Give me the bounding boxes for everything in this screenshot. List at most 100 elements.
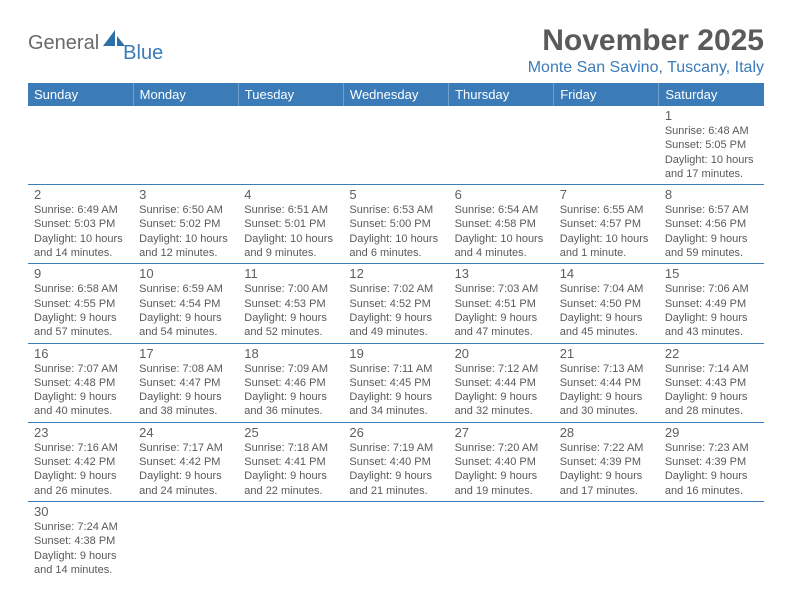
calendar-cell: 7Sunrise: 6:55 AMSunset: 4:57 PMDaylight… [554,185,659,264]
calendar-cell: 24Sunrise: 7:17 AMSunset: 4:42 PMDayligh… [133,422,238,501]
day-info: Sunrise: 6:49 AMSunset: 5:03 PMDaylight:… [34,203,127,260]
calendar-cell: 8Sunrise: 6:57 AMSunset: 4:56 PMDaylight… [659,185,764,264]
calendar-cell: 21Sunrise: 7:13 AMSunset: 4:44 PMDayligh… [554,343,659,422]
calendar-cell: 16Sunrise: 7:07 AMSunset: 4:48 PMDayligh… [28,343,133,422]
day-info: Sunrise: 6:50 AMSunset: 5:02 PMDaylight:… [139,203,232,260]
day-info: Sunrise: 7:17 AMSunset: 4:42 PMDaylight:… [139,441,232,498]
day-info: Sunrise: 7:14 AMSunset: 4:43 PMDaylight:… [665,362,758,419]
calendar-row: 30Sunrise: 7:24 AMSunset: 4:38 PMDayligh… [28,501,764,580]
day-info: Sunrise: 6:55 AMSunset: 4:57 PMDaylight:… [560,203,653,260]
calendar-cell: 11Sunrise: 7:00 AMSunset: 4:53 PMDayligh… [238,264,343,343]
day-info: Sunrise: 7:20 AMSunset: 4:40 PMDaylight:… [455,441,548,498]
calendar-cell: 15Sunrise: 7:06 AMSunset: 4:49 PMDayligh… [659,264,764,343]
calendar-cell: 26Sunrise: 7:19 AMSunset: 4:40 PMDayligh… [343,422,448,501]
calendar-cell: 4Sunrise: 6:51 AMSunset: 5:01 PMDaylight… [238,185,343,264]
day-info: Sunrise: 7:08 AMSunset: 4:47 PMDaylight:… [139,362,232,419]
calendar-table: SundayMondayTuesdayWednesdayThursdayFrid… [28,83,764,580]
calendar-cell [554,106,659,185]
logo: General Blue [28,24,169,55]
day-info: Sunrise: 7:11 AMSunset: 4:45 PMDaylight:… [349,362,442,419]
calendar-cell: 18Sunrise: 7:09 AMSunset: 4:46 PMDayligh… [238,343,343,422]
day-number: 8 [665,187,758,202]
day-info: Sunrise: 6:54 AMSunset: 4:58 PMDaylight:… [455,203,548,260]
calendar-cell [133,501,238,580]
calendar-cell [659,501,764,580]
day-number: 29 [665,425,758,440]
day-number: 16 [34,346,127,361]
calendar-cell: 10Sunrise: 6:59 AMSunset: 4:54 PMDayligh… [133,264,238,343]
calendar-cell: 14Sunrise: 7:04 AMSunset: 4:50 PMDayligh… [554,264,659,343]
calendar-cell: 27Sunrise: 7:20 AMSunset: 4:40 PMDayligh… [449,422,554,501]
day-info: Sunrise: 6:57 AMSunset: 4:56 PMDaylight:… [665,203,758,260]
calendar-cell [238,106,343,185]
calendar-cell [449,501,554,580]
day-info: Sunrise: 6:58 AMSunset: 4:55 PMDaylight:… [34,282,127,339]
day-number: 22 [665,346,758,361]
weekday-header: Wednesday [343,83,448,106]
calendar-row: 2Sunrise: 6:49 AMSunset: 5:03 PMDaylight… [28,185,764,264]
day-info: Sunrise: 7:19 AMSunset: 4:40 PMDaylight:… [349,441,442,498]
day-info: Sunrise: 7:02 AMSunset: 4:52 PMDaylight:… [349,282,442,339]
day-number: 5 [349,187,442,202]
day-number: 23 [34,425,127,440]
day-number: 9 [34,266,127,281]
calendar-cell: 9Sunrise: 6:58 AMSunset: 4:55 PMDaylight… [28,264,133,343]
calendar-cell: 19Sunrise: 7:11 AMSunset: 4:45 PMDayligh… [343,343,448,422]
day-number: 21 [560,346,653,361]
logo-text-blue: Blue [123,43,163,63]
weekday-header: Monday [133,83,238,106]
day-number: 3 [139,187,232,202]
header: General Blue November 2025 Monte San Sav… [28,24,764,77]
day-number: 13 [455,266,548,281]
calendar-cell: 5Sunrise: 6:53 AMSunset: 5:00 PMDaylight… [343,185,448,264]
day-info: Sunrise: 7:23 AMSunset: 4:39 PMDaylight:… [665,441,758,498]
day-info: Sunrise: 6:48 AMSunset: 5:05 PMDaylight:… [665,124,758,181]
calendar-cell: 17Sunrise: 7:08 AMSunset: 4:47 PMDayligh… [133,343,238,422]
day-number: 30 [34,504,127,519]
weekday-header: Tuesday [238,83,343,106]
calendar-row: 9Sunrise: 6:58 AMSunset: 4:55 PMDaylight… [28,264,764,343]
day-info: Sunrise: 7:16 AMSunset: 4:42 PMDaylight:… [34,441,127,498]
month-title: November 2025 [528,24,764,57]
calendar-cell: 29Sunrise: 7:23 AMSunset: 4:39 PMDayligh… [659,422,764,501]
calendar-row: 23Sunrise: 7:16 AMSunset: 4:42 PMDayligh… [28,422,764,501]
location: Monte San Savino, Tuscany, Italy [528,59,764,77]
calendar-cell: 23Sunrise: 7:16 AMSunset: 4:42 PMDayligh… [28,422,133,501]
calendar-cell [238,501,343,580]
calendar-cell: 12Sunrise: 7:02 AMSunset: 4:52 PMDayligh… [343,264,448,343]
day-info: Sunrise: 6:51 AMSunset: 5:01 PMDaylight:… [244,203,337,260]
day-info: Sunrise: 7:13 AMSunset: 4:44 PMDaylight:… [560,362,653,419]
calendar-cell [133,106,238,185]
day-number: 25 [244,425,337,440]
day-number: 12 [349,266,442,281]
day-info: Sunrise: 7:04 AMSunset: 4:50 PMDaylight:… [560,282,653,339]
day-info: Sunrise: 7:22 AMSunset: 4:39 PMDaylight:… [560,441,653,498]
day-number: 15 [665,266,758,281]
title-block: November 2025 Monte San Savino, Tuscany,… [528,24,764,77]
day-number: 7 [560,187,653,202]
day-number: 4 [244,187,337,202]
calendar-cell: 6Sunrise: 6:54 AMSunset: 4:58 PMDaylight… [449,185,554,264]
day-info: Sunrise: 6:53 AMSunset: 5:00 PMDaylight:… [349,203,442,260]
day-info: Sunrise: 7:07 AMSunset: 4:48 PMDaylight:… [34,362,127,419]
calendar-cell: 1Sunrise: 6:48 AMSunset: 5:05 PMDaylight… [659,106,764,185]
day-number: 28 [560,425,653,440]
calendar-cell: 30Sunrise: 7:24 AMSunset: 4:38 PMDayligh… [28,501,133,580]
day-info: Sunrise: 7:24 AMSunset: 4:38 PMDaylight:… [34,520,127,577]
calendar-cell: 3Sunrise: 6:50 AMSunset: 5:02 PMDaylight… [133,185,238,264]
day-number: 18 [244,346,337,361]
day-number: 2 [34,187,127,202]
logo-text-general: General [28,33,99,53]
calendar-cell: 2Sunrise: 6:49 AMSunset: 5:03 PMDaylight… [28,185,133,264]
day-number: 14 [560,266,653,281]
weekday-header-row: SundayMondayTuesdayWednesdayThursdayFrid… [28,83,764,106]
calendar-row: 16Sunrise: 7:07 AMSunset: 4:48 PMDayligh… [28,343,764,422]
weekday-header: Thursday [449,83,554,106]
weekday-header: Saturday [659,83,764,106]
day-number: 24 [139,425,232,440]
day-info: Sunrise: 7:03 AMSunset: 4:51 PMDaylight:… [455,282,548,339]
day-number: 19 [349,346,442,361]
day-number: 27 [455,425,548,440]
day-info: Sunrise: 7:09 AMSunset: 4:46 PMDaylight:… [244,362,337,419]
calendar-cell [449,106,554,185]
